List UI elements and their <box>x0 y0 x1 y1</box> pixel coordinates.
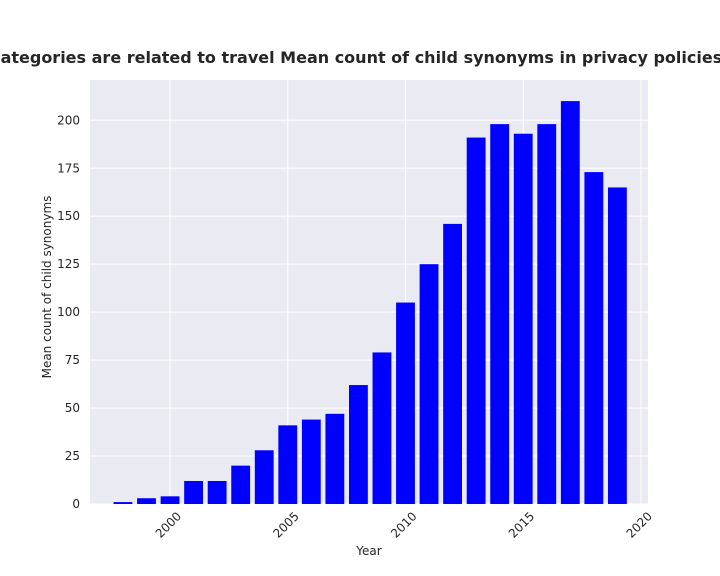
bar-2015 <box>513 133 533 504</box>
bar-2012 <box>443 223 462 504</box>
y-tick-label: 75 <box>65 353 80 367</box>
y-tick-labels: 0 25 50 75 100 125 150 175 200 <box>57 113 80 511</box>
y-tick-label: 25 <box>65 449 80 463</box>
bar-2014 <box>490 124 510 504</box>
bar-2016 <box>537 124 557 504</box>
bar-2017 <box>560 101 580 505</box>
bar-2006 <box>301 419 321 504</box>
y-tick-label: 150 <box>57 209 80 223</box>
bar-1999 <box>137 498 156 504</box>
bar-2018 <box>584 172 604 504</box>
bar-2004 <box>254 450 274 504</box>
y-tick-label: 100 <box>57 305 80 319</box>
x-tick-label: 2010 <box>388 509 419 540</box>
y-tick-label: 125 <box>57 257 80 271</box>
bar-2007 <box>325 413 345 504</box>
chart-title: when categories are related to travel Me… <box>0 48 720 67</box>
x-axis-label: Year <box>355 544 381 558</box>
bar-2002 <box>207 480 227 504</box>
bar-2001 <box>184 480 204 504</box>
bar-2011 <box>419 264 439 504</box>
x-tick-label: 2000 <box>153 509 184 540</box>
bar-2005 <box>278 425 298 504</box>
bar-2003 <box>231 465 251 504</box>
y-tick-label: 50 <box>65 401 80 415</box>
bar-1998 <box>113 502 133 504</box>
y-axis-label: Mean count of child synonyms <box>40 196 54 379</box>
bar-2013 <box>466 137 486 504</box>
y-tick-label: 200 <box>57 113 80 127</box>
bars <box>113 101 627 505</box>
bar-2000 <box>160 496 180 504</box>
bar-2008 <box>348 385 368 504</box>
bar-2009 <box>372 352 392 504</box>
y-tick-label: 175 <box>57 161 80 175</box>
bar-2019 <box>607 187 627 505</box>
bar-2010 <box>396 302 415 504</box>
x-tick-label: 2005 <box>270 509 301 540</box>
x-tick-label: 2020 <box>624 509 655 540</box>
y-tick-label: 0 <box>72 497 80 511</box>
x-tick-labels: 2000 2005 2010 2015 2020 <box>153 509 655 540</box>
x-tick-label: 2015 <box>506 509 537 540</box>
